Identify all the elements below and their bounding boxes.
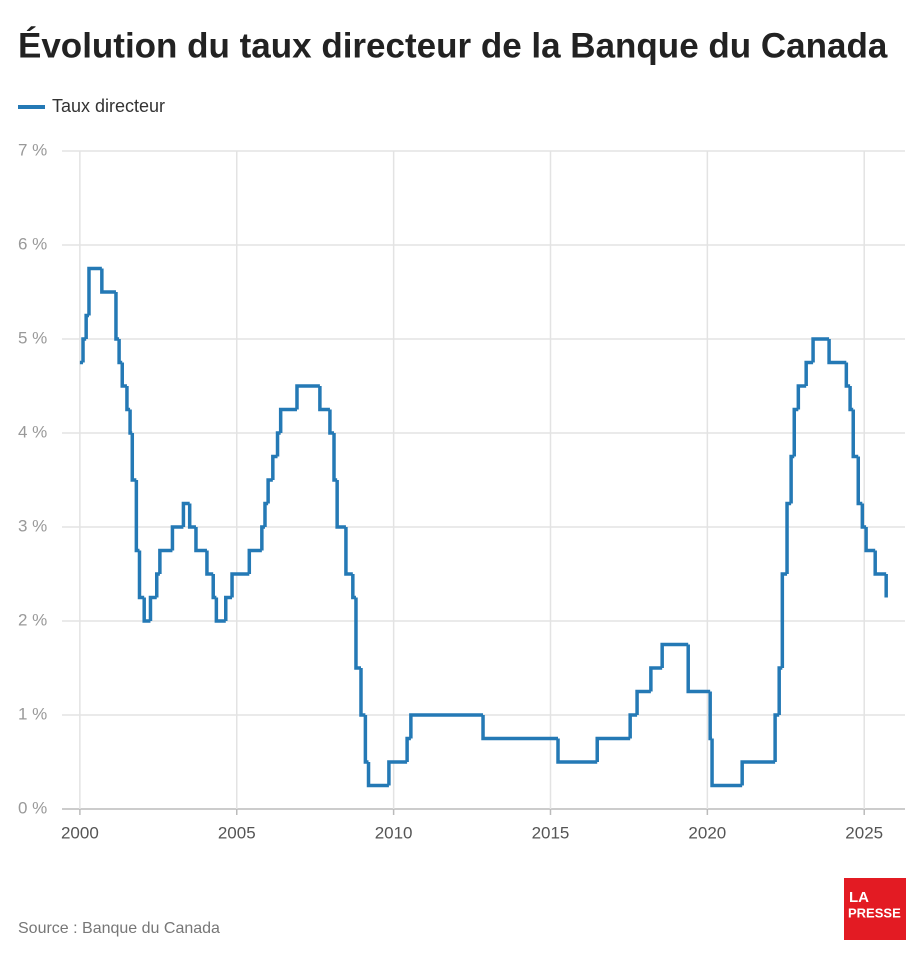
line-step <box>344 527 353 576</box>
line-step <box>148 595 157 621</box>
logo-text: LA <box>849 889 869 906</box>
line-step <box>785 501 792 574</box>
line-step <box>708 691 713 741</box>
line-step <box>335 480 346 529</box>
line-step <box>660 642 689 668</box>
line-step <box>844 362 851 388</box>
line-step <box>128 409 133 435</box>
line-step <box>710 738 743 788</box>
y-tick-label: 0 % <box>18 798 47 817</box>
line-step <box>827 339 847 365</box>
line-step <box>318 386 330 412</box>
y-tick-label: 7 % <box>18 140 47 159</box>
line-step <box>409 713 484 739</box>
line-step <box>740 760 776 786</box>
line-step <box>100 268 116 294</box>
legend-label: Taux directeur <box>52 96 165 116</box>
x-tick-label: 2025 <box>845 823 883 842</box>
line-step <box>405 736 411 762</box>
line-step <box>205 550 214 576</box>
line-step <box>275 431 281 457</box>
chart-title: Évolution du taux directeur de la Banque… <box>18 25 888 65</box>
line-step <box>366 762 389 788</box>
line-step <box>873 550 887 576</box>
line-step <box>789 454 795 504</box>
line-step <box>595 736 631 762</box>
line-step <box>295 384 320 410</box>
x-tick-label: 2010 <box>375 823 413 842</box>
line-step <box>224 595 233 621</box>
line-step <box>263 501 269 527</box>
line-step <box>649 666 663 692</box>
line-step <box>117 339 123 365</box>
line-step <box>359 668 366 717</box>
line-step <box>211 574 217 600</box>
line-step <box>686 644 711 694</box>
line-step <box>635 689 651 715</box>
line-step <box>864 527 876 553</box>
line-step <box>142 597 151 623</box>
line-step <box>848 386 854 412</box>
source: Source : Banque du Canada <box>18 920 220 937</box>
line-step <box>556 738 598 764</box>
line-step <box>181 501 190 527</box>
line-step <box>328 409 335 435</box>
line-step <box>278 407 297 433</box>
line-step <box>170 525 184 551</box>
line-step <box>194 527 207 553</box>
y-tick-label: 1 % <box>18 704 47 723</box>
line-step <box>114 292 120 341</box>
line-step <box>120 362 127 388</box>
line-step <box>260 525 265 551</box>
line-step <box>247 548 262 574</box>
y-tick-label: 2 % <box>18 610 47 629</box>
line-step <box>354 597 361 670</box>
line-step <box>481 715 559 741</box>
line-step <box>214 597 226 623</box>
y-tick-label: 3 % <box>18 516 47 535</box>
line-step <box>81 337 87 363</box>
line-step <box>387 760 408 786</box>
logo <box>844 878 906 940</box>
line-step <box>158 548 173 574</box>
line-step <box>811 337 830 363</box>
y-tick-label: 6 % <box>18 234 47 253</box>
line-step <box>130 433 137 482</box>
x-tick-label: 2015 <box>532 823 570 842</box>
line-step <box>804 360 814 386</box>
line-step <box>351 574 356 600</box>
x-tick-label: 2005 <box>218 823 256 842</box>
line-step <box>271 454 278 480</box>
x-tick-label: 2020 <box>688 823 726 842</box>
line-step <box>856 456 863 506</box>
line-step <box>628 713 638 739</box>
line-step <box>796 384 807 410</box>
line-step <box>125 386 131 412</box>
y-tick-label: 4 % <box>18 422 47 441</box>
line-step <box>266 478 273 504</box>
x-tick-label: 2000 <box>61 823 99 842</box>
line-step <box>773 713 780 762</box>
line-step <box>84 313 89 339</box>
line-step <box>134 480 140 553</box>
y-tick-label: 5 % <box>18 328 47 347</box>
line-step <box>154 572 160 598</box>
line-step <box>332 433 338 482</box>
logo-text: PRESSE <box>848 905 901 920</box>
line-step <box>187 503 196 529</box>
line-step <box>230 572 250 598</box>
line-step <box>777 666 783 715</box>
line-step <box>87 266 102 316</box>
line-step <box>137 550 145 600</box>
line-step <box>363 715 369 764</box>
